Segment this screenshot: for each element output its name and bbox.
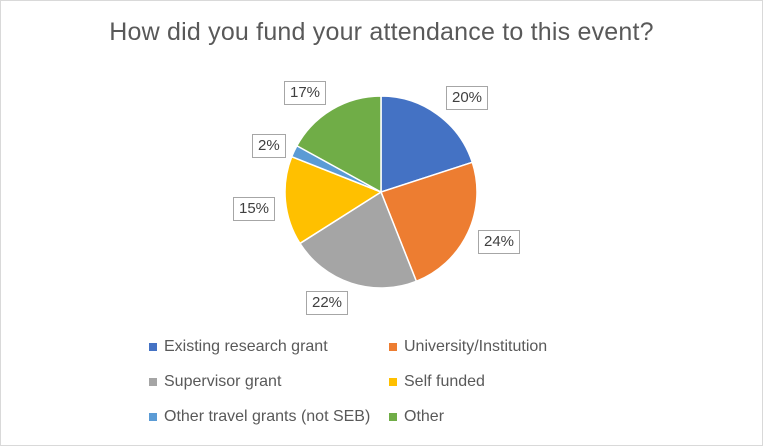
data-label-other: 17% xyxy=(284,81,327,105)
slice-self-funded xyxy=(284,155,383,245)
data-label-other-travel-grants: 2% xyxy=(252,134,286,158)
data-label-supervisor-grant: 22% xyxy=(306,291,349,315)
slice-existing-research-grant xyxy=(380,95,474,194)
data-label-self-funded: 15% xyxy=(233,197,276,221)
slice-supervisor-grant xyxy=(298,190,418,289)
chart-title: How did you fund your attendance to this… xyxy=(109,18,654,46)
slice-other xyxy=(295,95,382,194)
data-label-university-institution: 24% xyxy=(478,230,521,254)
data-label-existing-research-grant: 20% xyxy=(446,86,489,110)
